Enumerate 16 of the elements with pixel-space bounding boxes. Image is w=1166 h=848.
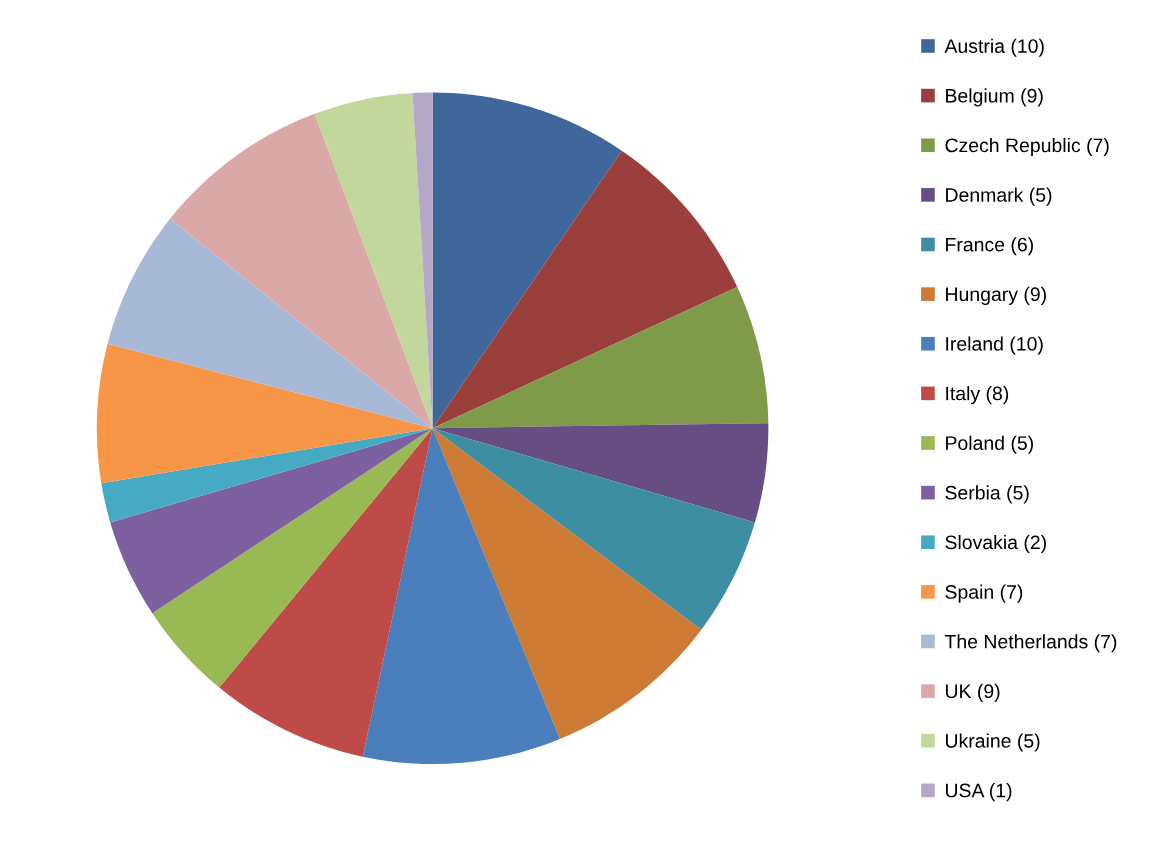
- legend-label: Denmark (5): [946, 187, 1052, 206]
- legend-label: Poland (5): [946, 435, 1033, 454]
- legend-label: UK (9): [945, 683, 1000, 702]
- legend-label: France (6): [946, 237, 1033, 256]
- legend-label: Hungary (9): [946, 286, 1046, 305]
- legend-label: Ireland (10): [946, 336, 1043, 355]
- legend-label: Ukraine (5): [945, 733, 1040, 752]
- legend-label: Belgium (9): [946, 88, 1043, 107]
- legend-label: Spain (7): [945, 584, 1023, 603]
- legend-label: USA (1): [945, 783, 1012, 802]
- legend-label: The Netherlands (7): [944, 634, 1117, 653]
- legend-label: Czech Republic (7): [945, 137, 1109, 157]
- legend-label: Austria (10): [944, 38, 1044, 57]
- legend-label: Serbia (5): [945, 485, 1029, 504]
- legend-label: Slovakia (2): [945, 534, 1046, 554]
- legend-label: Italy (8): [946, 386, 1009, 405]
